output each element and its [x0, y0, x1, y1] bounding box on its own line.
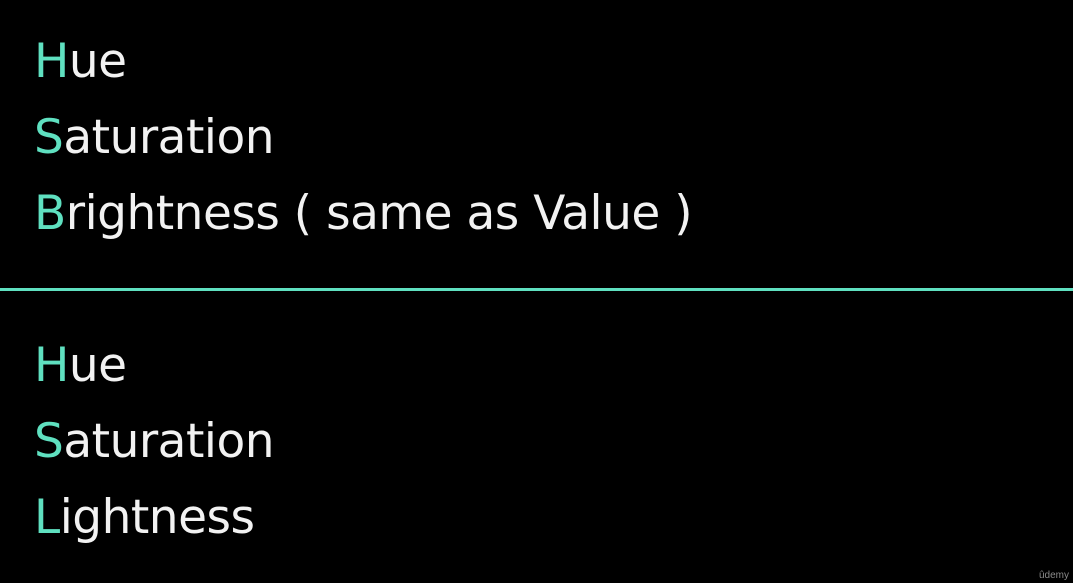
hsb-brightness-initial: B: [34, 186, 66, 241]
hsl-lightness-rest: ightness: [59, 490, 255, 545]
hsl-hue-rest: ue: [68, 338, 127, 393]
hsb-saturation-initial: S: [34, 110, 64, 165]
hsl-hue-line: Hue: [34, 342, 127, 389]
hsb-hue-line: Hue: [34, 38, 127, 85]
udemy-watermark: ûdemy: [1038, 570, 1069, 581]
hsb-hue-rest: ue: [68, 34, 127, 89]
hsb-saturation-line: Saturation: [34, 114, 275, 161]
hsl-lightness-initial: L: [34, 490, 60, 545]
hsb-brightness-line: Brightness ( same as Value ): [34, 190, 693, 237]
hsl-hue-initial: H: [34, 338, 69, 393]
section-divider: [0, 288, 1073, 291]
hsb-saturation-rest: aturation: [63, 110, 275, 165]
hsb-brightness-rest: rightness ( same as Value ): [65, 186, 693, 241]
hsb-hue-initial: H: [34, 34, 69, 89]
hsl-saturation-line: Saturation: [34, 418, 275, 465]
hsl-saturation-rest: aturation: [63, 414, 275, 469]
hsl-saturation-initial: S: [34, 414, 64, 469]
hsl-lightness-line: Lightness: [34, 494, 255, 541]
